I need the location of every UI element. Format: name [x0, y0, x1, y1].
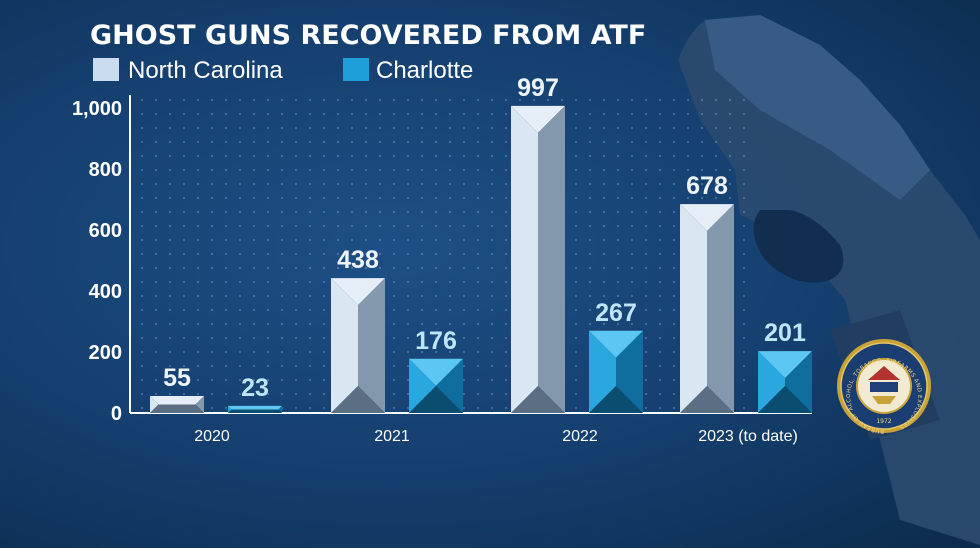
x-tick-2021: 2021 — [374, 428, 410, 445]
legend-swatch-nc — [93, 58, 119, 81]
y-tick-1000: 1,000 — [72, 98, 122, 120]
bar-nc-0-label: 55 — [163, 364, 191, 392]
bar-charlotte-0-label: 23 — [241, 374, 269, 402]
y-tick-labels: 0 200 400 600 800 1,000 — [72, 98, 122, 425]
bar-charlotte-2 — [589, 330, 643, 413]
bar-nc-1-label: 438 — [337, 246, 379, 274]
bars-layer: 55 438 997 678 23 176 267 201 — [150, 74, 812, 413]
y-tick-600: 600 — [89, 220, 122, 242]
x-tick-2022: 2022 — [562, 428, 598, 445]
x-tick-2020: 2020 — [194, 428, 230, 445]
bar-charlotte-1-label: 176 — [415, 327, 457, 355]
bar-nc-0 — [150, 396, 204, 413]
y-tick-0: 0 — [111, 403, 122, 425]
bar-charlotte-3 — [758, 351, 812, 413]
y-tick-800: 800 — [89, 159, 122, 181]
bar-charlotte-0 — [228, 405, 282, 413]
bar-nc-3 — [680, 204, 734, 413]
y-tick-400: 400 — [89, 281, 122, 303]
x-tick-labels: 2020 2021 2022 2023 (to date) — [194, 428, 798, 445]
chart-title: GHOST GUNS RECOVERED FROM ATF — [90, 20, 646, 51]
atf-seal-icon: BUREAU OF ALCOHOL, TOBACCO, FIREARMS AND… — [837, 339, 931, 434]
seal-year: 1972 — [876, 418, 891, 425]
bar-nc-2-label: 997 — [517, 74, 559, 102]
legend: North Carolina Charlotte — [93, 57, 473, 84]
legend-label-charlotte: Charlotte — [376, 57, 473, 84]
y-tick-200: 200 — [89, 342, 122, 364]
legend-swatch-charlotte — [343, 58, 369, 81]
bar-nc-1 — [331, 278, 385, 413]
bar-nc-2 — [511, 105, 565, 413]
bar-charlotte-1 — [409, 358, 463, 413]
bar-nc-3-label: 678 — [686, 172, 728, 200]
x-tick-2023: 2023 (to date) — [698, 428, 798, 445]
bar-charlotte-3-label: 201 — [764, 319, 806, 347]
legend-label-nc: North Carolina — [128, 57, 283, 84]
bar-charlotte-2-label: 267 — [595, 299, 637, 327]
